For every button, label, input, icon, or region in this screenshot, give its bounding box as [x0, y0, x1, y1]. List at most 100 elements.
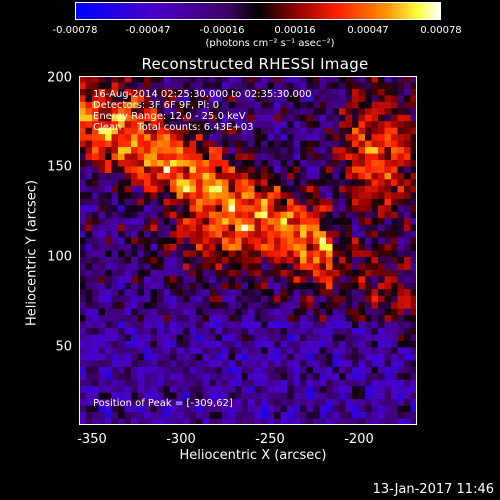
heatmap-cell: [326, 185, 334, 193]
heatmap-cell: [332, 250, 340, 258]
heatmap-cell: [176, 360, 184, 368]
heatmap-cell: [274, 205, 282, 213]
heatmap-cell: [111, 366, 119, 374]
heatmap-cell: [241, 418, 249, 425]
heatmap-cell: [85, 134, 93, 142]
heatmap-cell: [410, 101, 417, 109]
heatmap-cell: [280, 399, 288, 407]
heatmap-cell: [137, 108, 145, 116]
heatmap-cell: [118, 82, 126, 90]
heatmap-cell: [306, 95, 314, 103]
heatmap-cell: [248, 224, 256, 232]
heatmap-cell: [332, 276, 340, 284]
heatmap-cell: [157, 347, 165, 355]
heatmap-cell: [79, 328, 87, 336]
heatmap-cell: [150, 405, 158, 413]
heatmap-cell: [378, 399, 386, 407]
heatmap-cell: [352, 289, 360, 297]
heatmap-cell: [391, 172, 399, 180]
heatmap-cell: [92, 269, 100, 277]
heatmap-cell: [397, 172, 405, 180]
heatmap-cell: [215, 185, 223, 193]
heatmap-cell: [313, 101, 321, 109]
heatmap-cell: [144, 192, 152, 200]
heatmap-cell: [170, 95, 178, 103]
heatmap-cell: [313, 418, 321, 425]
heatmap-cell: [150, 295, 158, 303]
heatmap-cell: [371, 334, 379, 342]
heatmap-cell: [137, 405, 145, 413]
heatmap-cell: [261, 231, 269, 239]
heatmap-cell: [79, 379, 87, 387]
heatmap-cell: [365, 386, 373, 394]
heatmap-cell: [267, 334, 275, 342]
heatmap-cell: [391, 82, 399, 90]
heatmap-cell: [326, 256, 334, 265]
heatmap-cell: [137, 121, 145, 129]
heatmap-cell: [157, 101, 165, 109]
heatmap-cell: [209, 347, 217, 355]
heatmap-cell: [365, 340, 373, 349]
heatmap-cell: [326, 412, 334, 420]
heatmap-cell: [176, 244, 184, 252]
heatmap-cell: [306, 218, 314, 226]
heatmap-cell: [345, 302, 353, 310]
heatmap-cell: [105, 198, 113, 206]
heatmap-cell: [196, 308, 204, 316]
heatmap-cell: [131, 282, 139, 290]
heatmap-cell: [79, 392, 87, 400]
heatmap-cell: [293, 127, 301, 135]
heatmap-cell: [287, 101, 295, 109]
heatmap-cell: [287, 172, 295, 180]
heatmap-cell: [118, 366, 126, 374]
heatmap-cell: [287, 353, 295, 361]
heatmap-cell: [300, 418, 308, 425]
heatmap-cell: [196, 289, 204, 297]
heatmap-cell: [300, 321, 308, 329]
heatmap-cell: [228, 250, 236, 258]
heatmap-cell: [131, 321, 139, 329]
heatmap-cell: [274, 108, 282, 116]
heatmap-cell: [319, 95, 327, 103]
heatmap-cell: [280, 256, 288, 265]
heatmap-cell: [137, 76, 145, 84]
heatmap-cell: [163, 134, 171, 142]
heatmap-cell: [358, 360, 366, 368]
heatmap-cell: [209, 405, 217, 413]
heatmap-cell: [202, 82, 210, 90]
heatmap-cell: [170, 379, 178, 387]
heatmap-cell: [267, 166, 275, 174]
heatmap-cell: [105, 76, 113, 84]
heatmap-cell: [176, 399, 184, 407]
heatmap-cell: [332, 405, 340, 413]
heatmap-cell: [150, 347, 158, 355]
heatmap-cell: [189, 386, 197, 394]
heatmap-cell: [85, 108, 93, 116]
heatmap-cell: [144, 256, 152, 265]
heatmap-cell: [79, 153, 87, 161]
heatmap-cell: [410, 263, 417, 271]
heatmap-cell: [176, 76, 184, 84]
heatmap-cell: [248, 302, 256, 310]
heatmap-cell: [332, 179, 340, 187]
heatmap-cell: [209, 205, 217, 213]
heatmap-cell: [339, 315, 347, 323]
heatmap-cell: [124, 134, 132, 142]
heatmap-cell: [163, 276, 171, 284]
heatmap-cell: [111, 172, 119, 180]
heatmap-cell: [326, 198, 334, 206]
heatmap-cell: [267, 308, 275, 316]
heatmap-cell: [326, 282, 334, 290]
heatmap-cell: [319, 399, 327, 407]
heatmap-cell: [111, 198, 119, 206]
heatmap-cell: [124, 295, 132, 303]
heatmap-cell: [118, 134, 126, 142]
heatmap-cell: [163, 282, 171, 290]
heatmap-cell: [339, 289, 347, 297]
heatmap-cell: [222, 405, 230, 413]
heatmap-cell: [404, 218, 412, 226]
heatmap-cell: [176, 82, 184, 90]
heatmap-cell: [150, 366, 158, 374]
heatmap-cell: [137, 256, 145, 265]
heatmap-cell: [105, 134, 113, 142]
